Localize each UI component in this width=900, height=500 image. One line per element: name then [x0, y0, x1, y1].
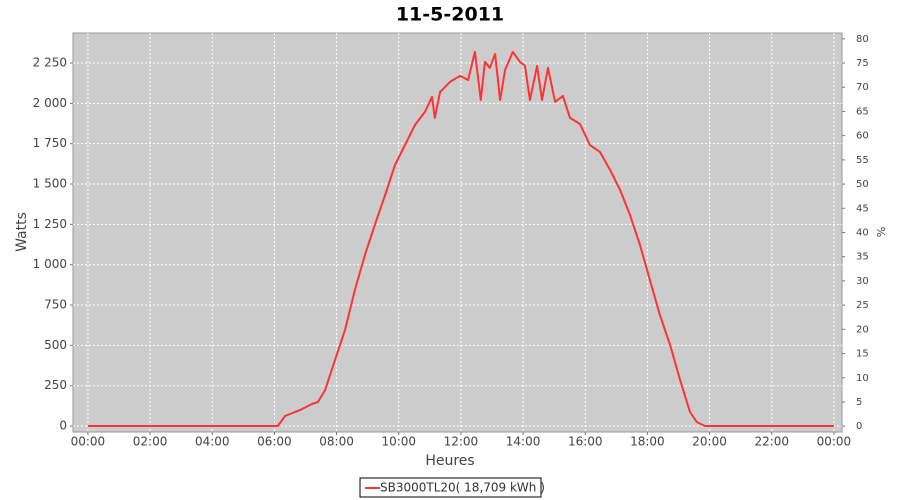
- x-tick-label: 08:00: [319, 435, 354, 449]
- x-tick-label: 00:00: [71, 435, 106, 449]
- x-tick-label: 12:00: [444, 435, 479, 449]
- x-tick-label: 06:00: [257, 435, 292, 449]
- y2-tick-label: 25: [856, 300, 869, 311]
- x-tick-label: 20:00: [692, 435, 727, 449]
- y-tick-label: 500: [44, 338, 67, 352]
- y2-tick-label: 45: [856, 203, 869, 214]
- x-tick-label: 14:00: [506, 435, 541, 449]
- x-tick-label: 04:00: [195, 435, 230, 449]
- x-tick-label: 00:00: [817, 435, 852, 449]
- x-tick-label: 10:00: [381, 435, 416, 449]
- chart-title: 11-5-2011: [396, 4, 504, 26]
- y-tick-label: 2 250: [33, 56, 67, 70]
- y-tick-label: 2 000: [33, 96, 67, 110]
- y2-tick-label: 35: [856, 252, 869, 263]
- y2-tick-label: 55: [856, 155, 869, 166]
- y2-tick-label: 60: [856, 131, 869, 142]
- y2-tick-label: 65: [856, 106, 869, 117]
- y-tick-label: 1 500: [33, 177, 67, 191]
- legend-box: [359, 477, 542, 498]
- x-tick-label: 18:00: [630, 435, 665, 449]
- y2-axis-title: %: [875, 227, 888, 237]
- x-tick-label: 02:00: [133, 435, 168, 449]
- y2-tick-label: 10: [856, 373, 869, 384]
- y-axis-title: Watts: [14, 212, 30, 252]
- y-tick-label: 1 250: [33, 217, 67, 231]
- y2-tick-label: 15: [856, 349, 869, 360]
- y2-tick-label: 30: [856, 276, 869, 287]
- y-tick-label: 0: [59, 419, 67, 433]
- y2-tick-label: 70: [856, 82, 869, 93]
- y2-tick-label: 20: [856, 324, 869, 335]
- y2-tick-label: 75: [856, 58, 869, 69]
- y2-tick-label: 50: [856, 179, 869, 190]
- y-tick-label: 250: [44, 378, 67, 392]
- line: [87, 50, 834, 427]
- y-tick-label: 750: [44, 298, 67, 312]
- y2-tick-label: 40: [856, 228, 869, 239]
- y2-tick-label: 80: [856, 34, 869, 45]
- legend-label: SB3000TL20( 18,709 kWh ): [380, 481, 545, 495]
- x-tick-label: 16:00: [568, 435, 603, 449]
- x-axis-title: Heures: [425, 453, 474, 469]
- y2-tick-label: 5: [856, 397, 862, 408]
- x-tick-label: 22:00: [754, 435, 789, 449]
- y-tick-label: 1 750: [33, 136, 67, 150]
- y2-tick-label: 0: [856, 421, 862, 432]
- y-tick-label: 1 000: [33, 257, 67, 271]
- plot-area: [72, 32, 843, 433]
